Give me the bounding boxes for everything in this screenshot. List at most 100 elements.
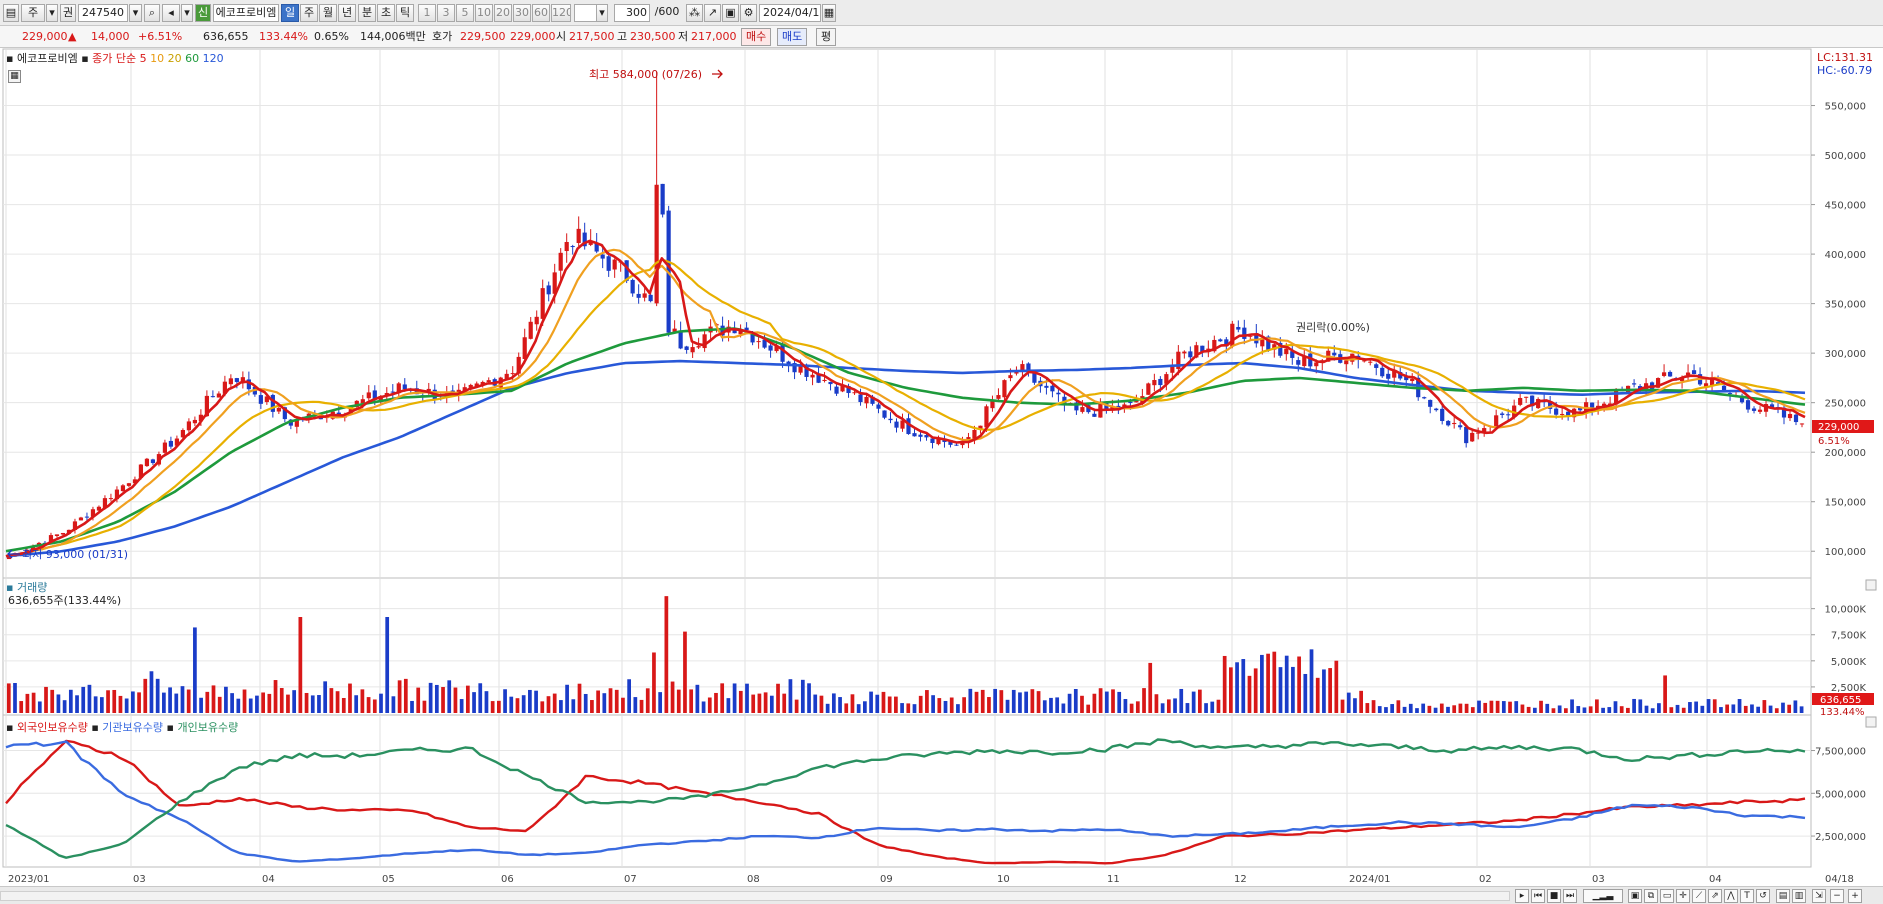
legend-square-icon: ▪ bbox=[81, 52, 89, 65]
interval-60-button[interactable]: 60 bbox=[532, 4, 550, 22]
volume-bar bbox=[50, 689, 55, 713]
period-month-button[interactable]: 월 bbox=[319, 4, 337, 22]
code-type-button[interactable]: 권 bbox=[60, 4, 76, 22]
volume-bar bbox=[1619, 706, 1624, 713]
trend-icon[interactable]: ↗ bbox=[704, 4, 721, 22]
volume-bar bbox=[1018, 692, 1022, 713]
period-day-button[interactable]: 일 bbox=[281, 4, 299, 22]
window-icon[interactable]: ▭ bbox=[1660, 889, 1674, 903]
count-input[interactable]: 300 bbox=[614, 4, 650, 22]
market-dropdown-icon[interactable]: ▾ bbox=[46, 4, 58, 22]
stop-icon[interactable]: ■ bbox=[1547, 889, 1561, 903]
gear-icon[interactable]: ⚙ bbox=[740, 4, 757, 22]
y-tick-label: 550,000 bbox=[1825, 102, 1866, 113]
date-input[interactable]: 2024/04/18 bbox=[759, 4, 821, 22]
interval-5-button[interactable]: 5 bbox=[456, 4, 474, 22]
zoom-slider[interactable]: ▁▂▃ bbox=[1583, 889, 1623, 903]
search-icon[interactable]: ⌕ bbox=[144, 4, 160, 22]
fit-icon[interactable]: ⇲ bbox=[1812, 889, 1826, 903]
candle-body bbox=[690, 347, 695, 353]
volume-bar bbox=[354, 695, 359, 713]
interval-10-button[interactable]: 10 bbox=[475, 4, 493, 22]
turnover-rate: 0.65% bbox=[314, 30, 349, 43]
market-label: 주 bbox=[27, 6, 39, 19]
bid-ask-label: 호가 bbox=[432, 30, 453, 43]
trade-amount: 144,006백만 bbox=[360, 30, 426, 43]
count-max: /600 bbox=[651, 4, 683, 22]
chart-mode-icon[interactable]: ▤ bbox=[1776, 889, 1790, 903]
period-minute-button[interactable]: 분 bbox=[358, 4, 376, 22]
trendline-icon[interactable]: ⟋ bbox=[1692, 889, 1706, 903]
candle-body bbox=[858, 394, 863, 403]
candle-body bbox=[234, 378, 239, 382]
volume-bar bbox=[931, 695, 935, 713]
buy-button[interactable]: 매수 bbox=[741, 28, 772, 46]
interval-30-button[interactable]: 30 bbox=[513, 4, 531, 22]
candle-body bbox=[576, 228, 581, 244]
stock-name-field: 에코프로비엠 bbox=[213, 4, 279, 22]
legend-ma20: 20 bbox=[167, 52, 182, 65]
stock-code-value: 247540 bbox=[82, 6, 124, 19]
period-second-button[interactable]: 초 bbox=[377, 4, 395, 22]
price-legend: ▪ 에코프로비엠 ▪ 종가 단순 5 10 20 60 120 bbox=[6, 52, 224, 66]
candle-body bbox=[1386, 373, 1391, 379]
volume-bar bbox=[211, 685, 216, 713]
interval-3-button[interactable]: 3 bbox=[437, 4, 455, 22]
volume-pane-collapse-icon[interactable] bbox=[1865, 579, 1877, 591]
candle-body bbox=[936, 437, 941, 445]
zoom-in-icon[interactable]: + bbox=[1848, 889, 1862, 903]
interval-20-button[interactable]: 20 bbox=[494, 4, 512, 22]
date-value: 2024/04/18 bbox=[763, 6, 821, 19]
interval-1-button[interactable]: 1 bbox=[418, 4, 436, 22]
volume-bar bbox=[869, 691, 873, 713]
chart-area[interactable]: 100,000 150,000 200,000 250,000 300,000 350,0… bbox=[0, 48, 1883, 886]
market-select[interactable]: 주 bbox=[21, 4, 45, 22]
candle-body bbox=[1200, 345, 1205, 352]
candle-body bbox=[924, 435, 929, 438]
code-dropdown-icon[interactable]: ▾ bbox=[129, 4, 142, 22]
indicator-icon[interactable]: ⁂ bbox=[686, 4, 703, 22]
menu-icon[interactable]: ▤ bbox=[3, 4, 19, 22]
average-button[interactable]: 평 bbox=[816, 28, 837, 46]
period-tick-button[interactable]: 틱 bbox=[396, 4, 414, 22]
candle-body bbox=[978, 425, 983, 430]
arrow-icon[interactable]: ⇗ bbox=[1708, 889, 1722, 903]
save-icon[interactable]: ▣ bbox=[722, 4, 739, 22]
horizontal-scrollbar[interactable] bbox=[0, 891, 1510, 901]
volume-bar bbox=[745, 683, 749, 713]
ma60-line bbox=[5, 327, 1806, 553]
stock-code-input[interactable]: 247540 bbox=[78, 4, 128, 22]
candle-body bbox=[1170, 366, 1175, 373]
y-tick-label: 7,500K bbox=[1831, 631, 1867, 642]
first-page-icon[interactable]: ⏮ bbox=[1531, 889, 1545, 903]
candle-body bbox=[1272, 344, 1277, 350]
low-annotation: 최저 93,000 (01/31) bbox=[22, 548, 128, 561]
scroll-right-icon[interactable]: ▸ bbox=[1515, 889, 1529, 903]
mountain-icon[interactable]: ⋀ bbox=[1724, 889, 1738, 903]
candle-body bbox=[282, 407, 287, 420]
crosshair-icon[interactable]: ✛ bbox=[1676, 889, 1690, 903]
layout-icon[interactable]: ▣ bbox=[1628, 889, 1642, 903]
candle-body bbox=[1608, 403, 1613, 405]
custom-interval-dropdown-icon[interactable]: ▾ bbox=[596, 4, 608, 22]
period-week-button[interactable]: 주 bbox=[300, 4, 318, 22]
legend-square-icon: ▪ bbox=[6, 581, 14, 594]
grid-toggle-icon[interactable]: ▦ bbox=[8, 70, 21, 83]
last-page-icon[interactable]: ⏭ bbox=[1563, 889, 1577, 903]
candle-body bbox=[972, 429, 977, 439]
zoom-out-icon[interactable]: − bbox=[1830, 889, 1844, 903]
reset-icon[interactable]: ↺ bbox=[1756, 889, 1770, 903]
sound-dropdown-icon[interactable]: ▾ bbox=[181, 4, 193, 22]
copy-icon[interactable]: ⧉ bbox=[1644, 889, 1658, 903]
volume-bar bbox=[956, 704, 960, 713]
interval-120-button[interactable]: 120 bbox=[551, 4, 571, 22]
holding-pane-collapse-icon[interactable] bbox=[1865, 716, 1877, 728]
calendar-icon[interactable]: ▦ bbox=[822, 4, 836, 22]
text-icon[interactable]: T bbox=[1740, 889, 1754, 903]
sound-icon[interactable]: ◂ bbox=[162, 4, 180, 22]
period-year-button[interactable]: 년 bbox=[338, 4, 356, 22]
sell-button[interactable]: 매도 bbox=[777, 28, 808, 46]
volume-bar bbox=[1532, 707, 1537, 713]
page-icon[interactable]: ▥ bbox=[1792, 889, 1806, 903]
y-tick-label: 10,000K bbox=[1824, 605, 1866, 616]
